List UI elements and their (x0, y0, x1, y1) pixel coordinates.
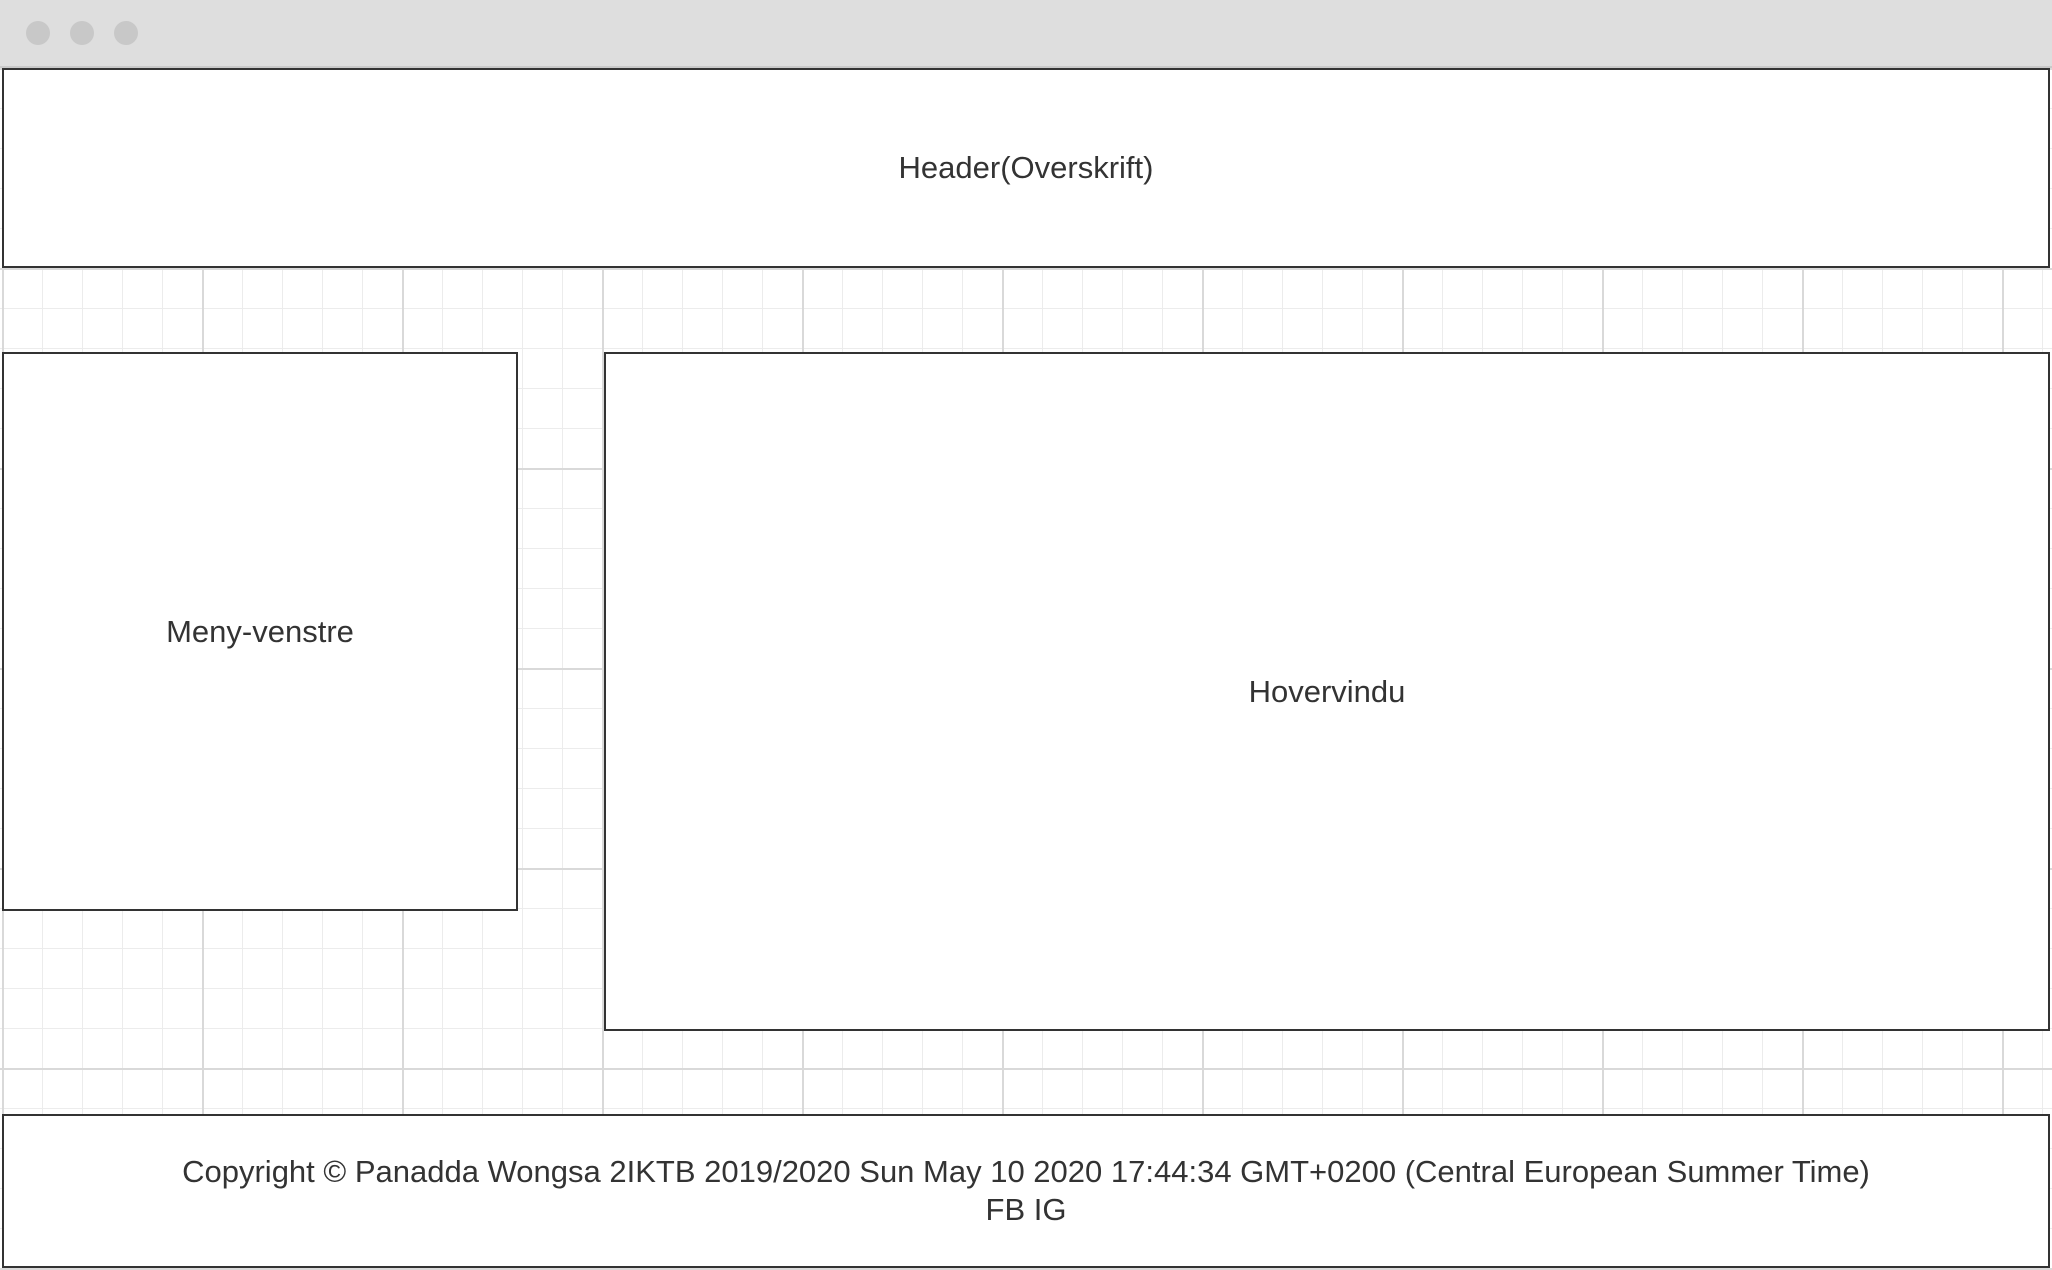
left-menu-block: Meny-venstre (2, 352, 518, 911)
footer-social-links: FB IG (985, 1192, 1067, 1227)
header-block: Header(Overskrift) (2, 68, 2050, 268)
window-titlebar (0, 0, 2052, 68)
main-window-label: Hovervindu (1248, 673, 1406, 709)
maximize-window-dot[interactable] (114, 21, 138, 45)
left-menu-label: Meny-venstre (166, 613, 354, 649)
main-window-block: Hovervindu (604, 352, 2050, 1031)
footer-copyright: Copyright © Panadda Wongsa 2IKTB 2019/20… (182, 1154, 1870, 1189)
header-label: Header(Overskrift) (898, 150, 1154, 185)
close-window-dot[interactable] (26, 21, 50, 45)
minimize-window-dot[interactable] (70, 21, 94, 45)
footer-block: Copyright © Panadda Wongsa 2IKTB 2019/20… (2, 1114, 2050, 1268)
